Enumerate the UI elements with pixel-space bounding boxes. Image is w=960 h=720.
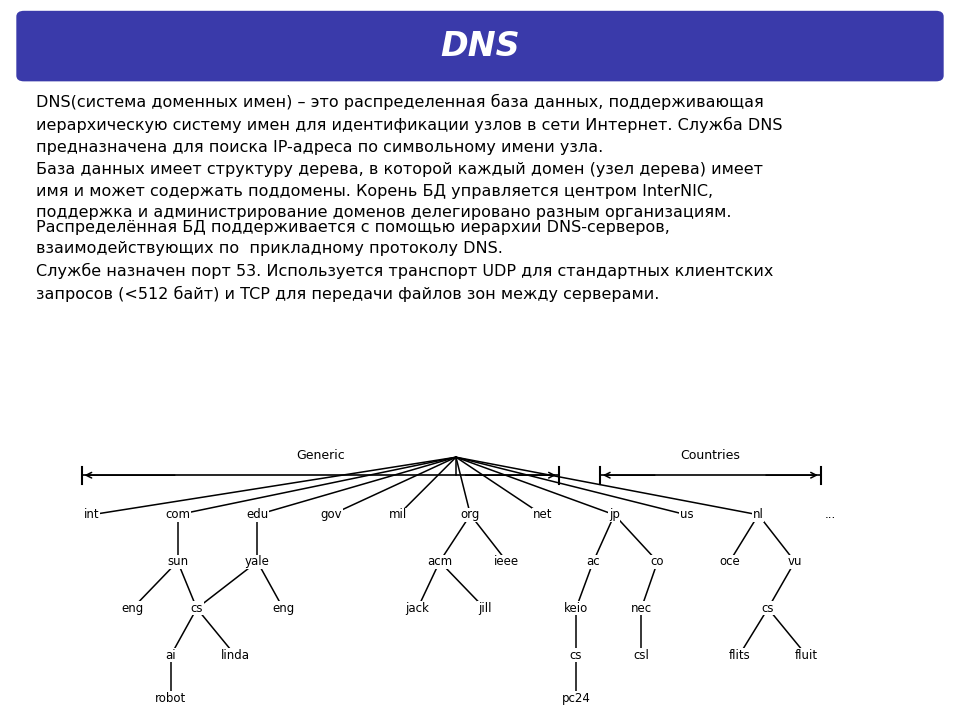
Text: ieee: ieee bbox=[494, 555, 519, 568]
Text: sun: sun bbox=[167, 555, 188, 568]
Text: ai: ai bbox=[165, 649, 177, 662]
Text: flits: flits bbox=[729, 649, 750, 662]
Text: us: us bbox=[680, 508, 693, 521]
Text: edu: edu bbox=[246, 508, 269, 521]
Text: База данных имеет структуру дерева, в которой каждый домен (узел дерева) имеет
и: База данных имеет структуру дерева, в ко… bbox=[36, 162, 763, 220]
Text: org: org bbox=[461, 508, 480, 521]
FancyBboxPatch shape bbox=[16, 11, 944, 81]
Text: ...: ... bbox=[825, 508, 836, 521]
Text: yale: yale bbox=[245, 555, 270, 568]
Text: cs: cs bbox=[761, 602, 775, 615]
Text: ac: ac bbox=[587, 555, 600, 568]
Text: com: com bbox=[165, 508, 190, 521]
Text: Countries: Countries bbox=[681, 449, 740, 462]
Text: robot: robot bbox=[156, 692, 186, 705]
Text: nec: nec bbox=[631, 602, 652, 615]
Text: Распределённая БД поддерживается с помощью иерархии DNS-серверов,
взаимодействую: Распределённая БД поддерживается с помощ… bbox=[36, 220, 670, 256]
Text: cs: cs bbox=[569, 649, 583, 662]
Text: vu: vu bbox=[787, 555, 803, 568]
Text: Службе назначен порт 53. Используется транспорт UDP для стандартных клиентских
з: Службе назначен порт 53. Используется тр… bbox=[36, 263, 774, 302]
Text: csl: csl bbox=[634, 649, 649, 662]
Text: gov: gov bbox=[321, 508, 342, 521]
Text: DNS: DNS bbox=[441, 30, 519, 63]
Text: int: int bbox=[84, 508, 99, 521]
Text: pc24: pc24 bbox=[562, 692, 590, 705]
Text: net: net bbox=[533, 508, 552, 521]
Text: nl: nl bbox=[753, 508, 764, 521]
Text: jill: jill bbox=[478, 602, 492, 615]
Text: linda: linda bbox=[221, 649, 250, 662]
Text: DNS(система доменных имен) – это распределенная база данных, поддерживающая
иера: DNS(система доменных имен) – это распред… bbox=[36, 94, 783, 155]
Text: oce: oce bbox=[719, 555, 740, 568]
Text: fluit: fluit bbox=[795, 649, 818, 662]
Text: eng: eng bbox=[272, 602, 295, 615]
Text: jack: jack bbox=[406, 602, 429, 615]
Text: eng: eng bbox=[121, 602, 144, 615]
Text: Generic: Generic bbox=[296, 449, 345, 462]
Text: jp: jp bbox=[609, 508, 620, 521]
Text: cs: cs bbox=[190, 602, 204, 615]
Text: acm: acm bbox=[427, 555, 452, 568]
Text: co: co bbox=[651, 555, 664, 568]
Text: mil: mil bbox=[389, 508, 408, 521]
Text: keio: keio bbox=[564, 602, 588, 615]
